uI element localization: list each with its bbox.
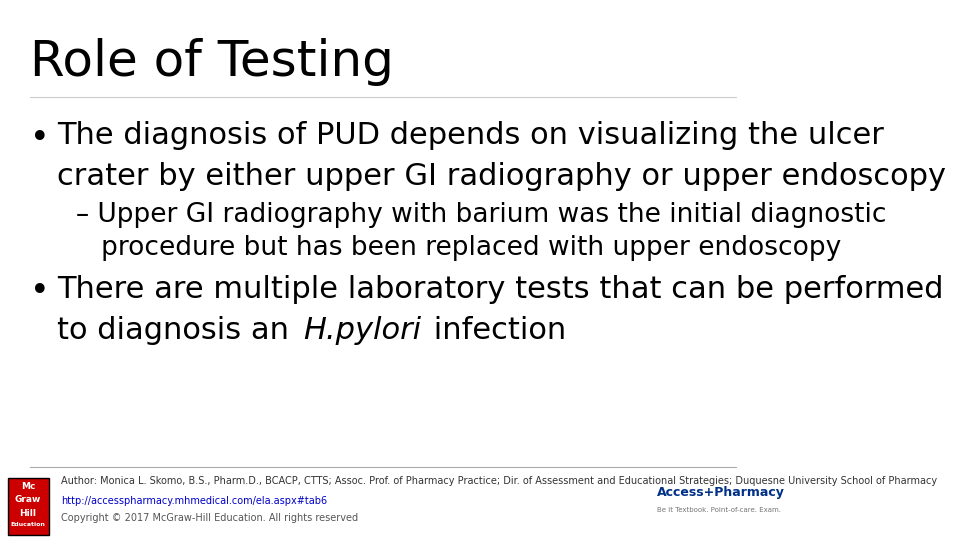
Text: H.pylori: H.pylori [303, 316, 421, 345]
Text: Hill: Hill [19, 509, 36, 518]
Text: Education: Education [11, 522, 45, 527]
Text: •: • [31, 122, 50, 154]
Text: Mc: Mc [21, 482, 36, 491]
Text: The diagnosis of PUD depends on visualizing the ulcer: The diagnosis of PUD depends on visualiz… [57, 122, 884, 151]
Text: Author: Monica L. Skomo, B.S., Pharm.D., BCACP, CTTS; Assoc. Prof. of Pharmacy P: Author: Monica L. Skomo, B.S., Pharm.D.,… [60, 476, 937, 487]
Text: Copyright © 2017 McGraw-Hill Education. All rights reserved: Copyright © 2017 McGraw-Hill Education. … [60, 513, 358, 523]
Text: infection: infection [424, 316, 566, 345]
Text: •: • [31, 275, 50, 308]
Text: Role of Testing: Role of Testing [31, 38, 395, 86]
Text: to diagnosis an: to diagnosis an [57, 316, 299, 345]
Text: http://accesspharmacy.mhmedical.com/ela.aspx#tab6: http://accesspharmacy.mhmedical.com/ela.… [60, 496, 326, 506]
Text: procedure but has been replaced with upper endoscopy: procedure but has been replaced with upp… [76, 235, 841, 261]
Text: Access+Pharmacy: Access+Pharmacy [657, 486, 784, 499]
Text: There are multiple laboratory tests that can be performed: There are multiple laboratory tests that… [57, 275, 944, 305]
Text: crater by either upper GI radiography or upper endoscopy: crater by either upper GI radiography or… [57, 162, 946, 191]
Text: Graw: Graw [15, 495, 41, 504]
FancyBboxPatch shape [8, 478, 49, 535]
Text: – Upper GI radiography with barium was the initial diagnostic: – Upper GI radiography with barium was t… [76, 202, 886, 228]
Text: Be it Textbook. Point-of-care. Exam.: Be it Textbook. Point-of-care. Exam. [657, 507, 780, 512]
